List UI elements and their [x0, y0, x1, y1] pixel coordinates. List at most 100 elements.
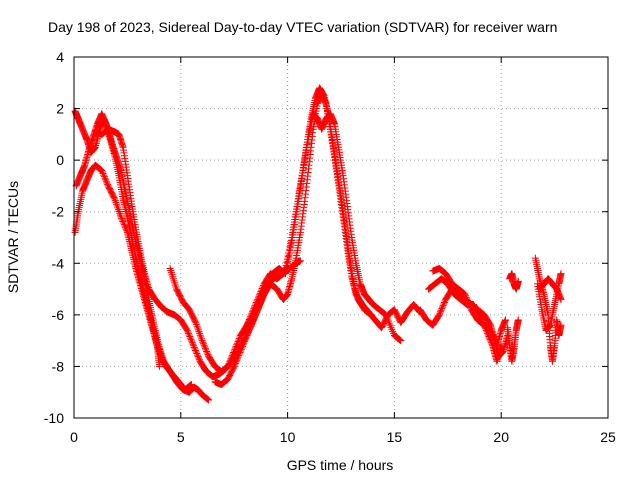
data-point-marker — [237, 345, 245, 353]
x-tick-label: 20 — [493, 429, 509, 445]
data-point-marker — [501, 316, 509, 324]
data-point-marker — [254, 295, 262, 303]
data-point-marker — [231, 345, 239, 353]
data-point-marker — [286, 243, 294, 251]
data-point-marker — [195, 328, 203, 336]
data-point-marker — [228, 352, 236, 360]
data-point-marker — [242, 323, 250, 331]
data-point-marker — [514, 277, 522, 285]
data-point-marker — [191, 317, 199, 325]
data-point-marker — [111, 195, 119, 203]
data-point-marker — [117, 213, 125, 221]
data-point-marker — [240, 339, 248, 347]
data-point-marker — [487, 326, 495, 334]
data-point-marker — [233, 341, 241, 349]
data-point-marker — [557, 321, 565, 329]
data-point-marker — [187, 381, 195, 389]
data-point-marker — [514, 316, 522, 324]
data-point-marker — [198, 335, 206, 343]
data-point-marker — [235, 352, 243, 360]
data-point-marker — [230, 364, 238, 372]
data-point-marker — [235, 350, 243, 358]
data-point-marker — [194, 353, 202, 361]
data-point-marker — [237, 347, 245, 355]
data-point-marker — [100, 173, 108, 181]
data-point-marker — [186, 334, 194, 342]
data-point-marker — [465, 301, 473, 309]
data-point-marker — [249, 306, 257, 314]
data-point-marker — [435, 311, 443, 319]
data-point-marker — [184, 328, 192, 336]
data-point-marker — [238, 344, 246, 352]
data-point-marker — [114, 204, 122, 212]
data-point-marker — [191, 345, 199, 353]
data-point-marker — [245, 317, 253, 325]
y-tick-label: -6 — [52, 307, 65, 323]
data-point-marker — [232, 358, 240, 366]
data-points — [71, 84, 565, 404]
data-point-marker — [199, 340, 207, 348]
plot-frame — [73, 56, 609, 419]
data-point-marker — [287, 240, 295, 248]
data-point-marker — [233, 355, 241, 363]
data-point-marker — [204, 395, 212, 403]
data-point-marker — [123, 227, 131, 235]
x-tick-label: 10 — [280, 429, 296, 445]
data-point-marker — [463, 295, 471, 303]
data-point-marker — [465, 300, 473, 308]
data-point-marker — [116, 209, 124, 217]
data-point-marker — [285, 246, 293, 254]
data-point-marker — [103, 179, 111, 187]
data-point-marker — [233, 339, 241, 347]
series-track-k — [504, 316, 522, 365]
data-point-marker — [226, 356, 234, 364]
data-point-marker — [255, 292, 263, 300]
data-point-marker — [256, 289, 264, 297]
data-point-marker — [121, 222, 129, 230]
data-point-marker — [102, 176, 110, 184]
data-point-marker — [259, 283, 267, 291]
data-point-marker — [232, 342, 240, 350]
data-point-marker — [366, 310, 374, 318]
data-point-marker — [242, 335, 250, 343]
chart-title: Day 198 of 2023, Sidereal Day-to-day VTE… — [48, 19, 557, 35]
data-point-marker — [193, 322, 201, 330]
data-point-marker — [440, 300, 448, 308]
series-track-i — [425, 275, 505, 365]
data-point-marker — [102, 177, 110, 185]
data-point-marker — [196, 331, 204, 339]
data-point-marker — [234, 338, 242, 346]
data-point-marker — [254, 294, 262, 302]
data-point-marker — [239, 341, 247, 349]
data-point-marker — [439, 302, 447, 310]
data-point-marker — [189, 340, 197, 348]
data-point-marker — [252, 300, 260, 308]
data-point-marker — [188, 337, 196, 345]
data-point-marker — [247, 312, 255, 320]
data-point-marker — [438, 305, 446, 313]
data-point-marker — [194, 324, 202, 332]
x-axis-label: GPS time / hours — [287, 457, 394, 473]
data-point-marker — [367, 311, 375, 319]
data-point-marker — [234, 353, 242, 361]
data-point-marker — [120, 221, 128, 229]
data-point-marker — [258, 286, 266, 294]
x-tick-label: 25 — [600, 429, 616, 445]
y-tick-label: 2 — [56, 101, 64, 117]
data-point-marker — [205, 396, 213, 404]
data-point-marker — [251, 302, 259, 310]
data-point-marker — [184, 329, 192, 337]
data-point-marker — [192, 346, 200, 354]
data-point-marker — [194, 326, 202, 334]
data-point-marker — [246, 314, 254, 322]
data-point-marker — [253, 297, 261, 305]
data-point-marker — [440, 298, 448, 306]
data-point-marker — [242, 333, 250, 341]
data-point-marker — [111, 197, 119, 205]
y-tick-label: -10 — [44, 410, 64, 426]
data-point-marker — [185, 331, 193, 339]
data-point-marker — [463, 296, 471, 304]
data-point-marker — [250, 303, 258, 311]
data-point-marker — [248, 309, 256, 317]
